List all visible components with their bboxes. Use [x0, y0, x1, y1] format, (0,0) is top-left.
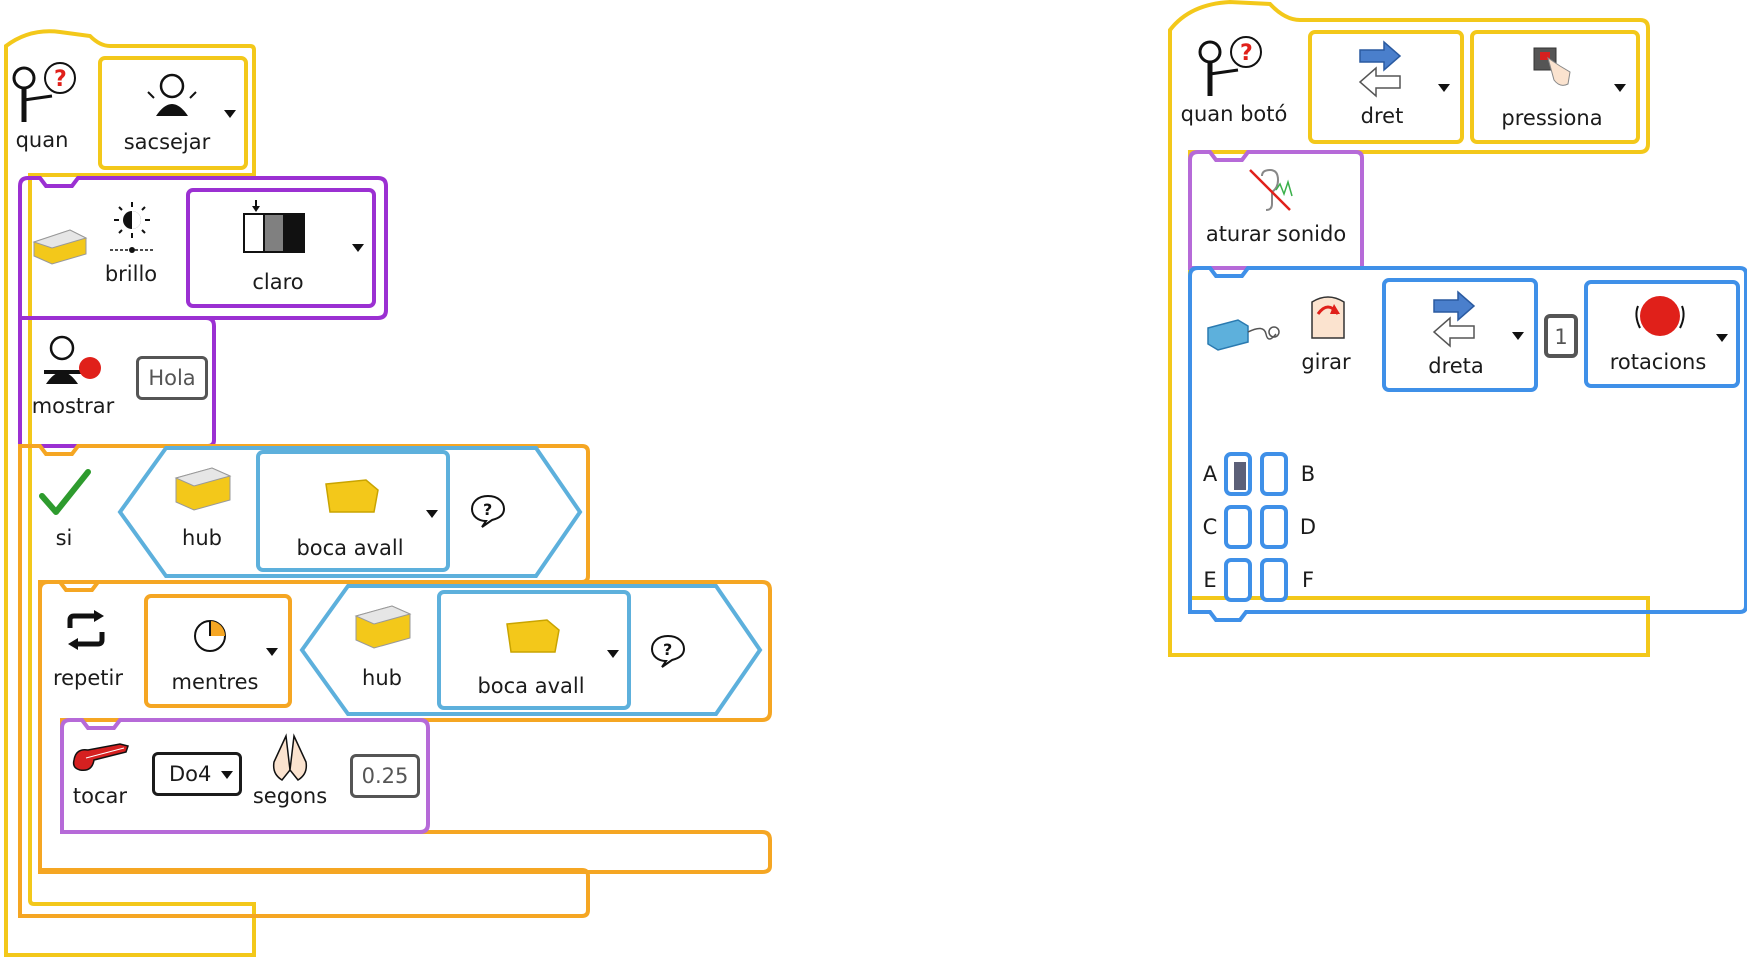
event-block-quan-outline: [4, 29, 256, 957]
port-f-toggle[interactable]: [1260, 558, 1288, 602]
rotation-ball-icon: [1635, 296, 1685, 336]
port-label-c: C: [1202, 515, 1218, 539]
if-orientation-label: boca avall: [296, 536, 404, 560]
event-quan-label: quan: [15, 128, 69, 152]
hub-icon: [354, 605, 412, 649]
stop-sound-label: aturar sonido: [1205, 222, 1347, 246]
timer-icon: [194, 620, 226, 652]
chevron-down-icon: [266, 648, 278, 656]
turn-amount-input[interactable]: 1: [1544, 314, 1578, 358]
event-option-dropdown[interactable]: sacsejar: [98, 56, 248, 170]
clap-hands-icon: [272, 733, 308, 781]
port-label-d: D: [1299, 515, 1317, 539]
right-left-arrows-icon: [1432, 290, 1476, 348]
button-event-label: quan botó: [1180, 102, 1288, 126]
port-b-toggle[interactable]: [1260, 452, 1288, 496]
brightness-label: brillo: [104, 262, 158, 286]
repeat-orientation-label: boca avall: [477, 674, 585, 698]
if-orientation-dropdown[interactable]: boca avall: [256, 450, 450, 572]
turn-unit-label: rotacions: [1609, 350, 1707, 374]
seconds-label: segons: [252, 784, 328, 808]
question-person-icon: ?: [12, 62, 76, 122]
svg-text:?: ?: [1240, 41, 1253, 66]
guitar-icon: [72, 743, 129, 772]
button-direction-dropdown[interactable]: dret: [1308, 30, 1464, 144]
check-icon: [39, 469, 91, 515]
chevron-down-icon: [221, 771, 233, 779]
chevron-down-icon: [426, 510, 438, 518]
repeat-mode-label: mentres: [171, 670, 259, 694]
stop-sound-block-outline: [1188, 150, 1364, 270]
port-label-b: B: [1300, 462, 1316, 486]
port-e-toggle[interactable]: [1224, 558, 1252, 602]
turn-direction-dropdown[interactable]: dreta: [1382, 278, 1538, 392]
chevron-down-icon: [352, 244, 364, 252]
play-label: tocar: [72, 784, 128, 808]
event-option-label: sacsejar: [123, 130, 211, 154]
port-label-f: F: [1301, 568, 1315, 592]
question-bubble-icon: ?: [470, 494, 506, 528]
motor-block-outline: [1188, 266, 1747, 622]
svg-text:?: ?: [483, 500, 492, 519]
brightness-icon: [110, 202, 154, 253]
port-label-a: A: [1202, 462, 1218, 486]
button-action-label: pressiona: [1501, 106, 1603, 130]
port-a-toggle[interactable]: [1224, 452, 1252, 496]
svg-text:?: ?: [54, 67, 67, 92]
motor-icon: [1207, 319, 1280, 351]
port-c-toggle[interactable]: [1224, 505, 1252, 549]
brightness-block-outline: [18, 176, 388, 320]
hub-icon: [174, 467, 232, 511]
duration-input[interactable]: 0.25: [350, 754, 420, 798]
chevron-down-icon: [1438, 84, 1450, 92]
hub-face-down-icon: [325, 479, 379, 513]
if-hub-label: hub: [182, 526, 222, 550]
note-dropdown[interactable]: Do4: [152, 752, 242, 796]
brightness-option-dropdown[interactable]: claro: [186, 188, 376, 308]
hub-icon: [32, 229, 88, 265]
shake-person-icon: [147, 73, 197, 116]
chevron-down-icon: [1716, 334, 1728, 342]
show-text-input[interactable]: Hola: [136, 356, 208, 400]
rotate-icon: [1311, 296, 1345, 339]
stop-sound-icon: [1249, 168, 1293, 211]
button-direction-label: dret: [1360, 104, 1404, 128]
brightness-option-label: claro: [252, 270, 304, 294]
repeat-block-outline: [38, 580, 772, 874]
right-left-arrows-icon: [1358, 40, 1402, 98]
note-value: Do4: [169, 762, 212, 786]
button-action-dropdown[interactable]: pressiona: [1470, 30, 1640, 144]
repeat-hub-label: hub: [362, 666, 402, 690]
show-label: mostrar: [31, 394, 115, 418]
port-label-e: E: [1203, 568, 1217, 592]
port-a-selected-indicator: [1234, 462, 1246, 490]
port-d-toggle[interactable]: [1260, 505, 1288, 549]
repeat-icon: [67, 610, 105, 650]
repeat-mode-dropdown[interactable]: mentres: [144, 594, 292, 708]
hub-face-down-icon: [506, 619, 560, 653]
repeat-orientation-dropdown[interactable]: boca avall: [437, 590, 631, 710]
turn-direction-label: dreta: [1428, 354, 1484, 378]
play-block-outline: [60, 718, 430, 834]
turn-unit-dropdown[interactable]: rotacions: [1584, 280, 1740, 388]
chevron-down-icon: [607, 650, 619, 658]
svg-text:?: ?: [663, 640, 672, 659]
turn-label: girar: [1301, 350, 1351, 374]
event-block-button-outline: [1168, 0, 1650, 657]
if-label: si: [55, 526, 73, 550]
question-person-icon: ?: [1198, 36, 1262, 96]
contrast-bars-icon: [243, 200, 305, 253]
show-person-icon: [44, 335, 101, 384]
question-bubble-icon: ?: [650, 634, 686, 668]
repeat-label: repetir: [52, 666, 124, 690]
chevron-down-icon: [224, 110, 236, 118]
chevron-down-icon: [1614, 84, 1626, 92]
chevron-down-icon: [1512, 332, 1524, 340]
press-button-icon: [1533, 47, 1571, 86]
